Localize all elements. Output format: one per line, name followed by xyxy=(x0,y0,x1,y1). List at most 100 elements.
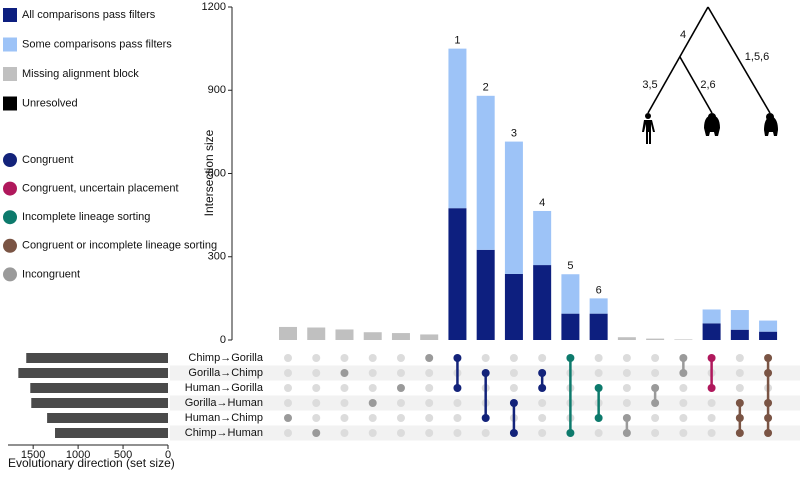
bar xyxy=(561,274,580,314)
empty-dot xyxy=(651,369,660,377)
member-dot xyxy=(538,384,547,392)
x-tick-label: 1500 xyxy=(21,449,45,461)
legend-label: Incomplete lineage sorting xyxy=(22,211,150,223)
member-dot xyxy=(622,414,631,422)
set-size-bar xyxy=(18,368,168,378)
member-dot xyxy=(707,384,716,392)
empty-dot xyxy=(453,429,462,437)
legend-dot xyxy=(3,238,17,253)
empty-dot xyxy=(481,429,490,437)
empty-dot xyxy=(622,354,631,362)
empty-dot xyxy=(538,399,547,407)
y-tick-label: 600 xyxy=(208,167,226,179)
y-axis-label: Intersection size xyxy=(202,129,216,216)
legend-label: Missing alignment block xyxy=(22,68,139,80)
bar xyxy=(646,338,665,340)
set-label: Human→Chimp xyxy=(185,412,263,424)
bar xyxy=(617,337,636,340)
bar-label: 4 xyxy=(539,197,545,209)
tree-label: 2,6 xyxy=(700,79,715,91)
empty-dot xyxy=(735,384,744,392)
x-tick-label: 0 xyxy=(165,449,171,461)
empty-dot xyxy=(396,399,405,407)
member-dot xyxy=(509,429,518,437)
empty-dot xyxy=(396,369,405,377)
empty-dot xyxy=(425,429,434,437)
bar xyxy=(420,334,439,340)
bar xyxy=(307,327,326,340)
empty-dot xyxy=(538,354,547,362)
gorilla-icon xyxy=(708,113,716,121)
y-tick-label: 300 xyxy=(208,251,226,263)
member-dot xyxy=(735,399,744,407)
empty-dot xyxy=(622,399,631,407)
chimp-icon xyxy=(764,116,778,136)
empty-dot xyxy=(453,399,462,407)
phylogeny xyxy=(647,6,771,114)
member-dot xyxy=(340,369,349,377)
bar xyxy=(504,141,523,274)
legend-swatch xyxy=(3,37,17,52)
empty-dot xyxy=(707,414,716,422)
empty-dot xyxy=(622,369,631,377)
member-dot xyxy=(509,399,518,407)
empty-dot xyxy=(594,369,603,377)
empty-dot xyxy=(538,414,547,422)
tree-label: 1,5,6 xyxy=(745,51,769,63)
bar xyxy=(448,208,467,340)
empty-dot xyxy=(284,429,292,437)
empty-dot xyxy=(425,399,434,407)
empty-dot xyxy=(312,399,321,407)
empty-dot xyxy=(679,384,688,392)
set-label: Gorilla→Chimp xyxy=(188,367,263,379)
empty-dot xyxy=(425,384,434,392)
set-label: Chimp→Human xyxy=(185,427,263,439)
member-dot xyxy=(594,384,603,392)
member-dot xyxy=(764,369,773,377)
member-dot xyxy=(396,384,405,392)
empty-dot xyxy=(425,369,434,377)
empty-dot xyxy=(707,429,716,437)
bar xyxy=(674,339,693,340)
member-dot xyxy=(453,384,462,392)
member-dot xyxy=(425,354,434,362)
gorilla-icon xyxy=(704,115,720,136)
y-tick-label: 900 xyxy=(208,84,226,96)
member-dot xyxy=(481,369,490,377)
member-dot xyxy=(651,399,660,407)
bar xyxy=(589,313,608,340)
y-tick-label: 1200 xyxy=(202,1,226,13)
empty-dot xyxy=(651,354,660,362)
legend-dot xyxy=(3,267,17,282)
legend-swatch xyxy=(3,96,17,111)
empty-dot xyxy=(396,354,405,362)
bar-label: 2 xyxy=(483,82,489,94)
member-dot xyxy=(566,429,575,437)
empty-dot xyxy=(368,354,377,362)
chimp-icon xyxy=(766,113,774,121)
empty-dot xyxy=(340,399,349,407)
member-dot xyxy=(368,399,377,407)
bar xyxy=(759,331,778,340)
empty-dot xyxy=(396,414,405,422)
bar xyxy=(363,332,382,340)
member-dot xyxy=(679,354,688,362)
set-label: Gorilla→Human xyxy=(185,397,263,409)
empty-dot xyxy=(368,384,377,392)
empty-dot xyxy=(509,354,518,362)
member-dot xyxy=(707,354,716,362)
empty-dot xyxy=(340,414,349,422)
empty-dot xyxy=(368,369,377,377)
legend-dot xyxy=(3,210,17,225)
legend-label: Unresolved xyxy=(22,97,78,109)
member-dot xyxy=(651,384,660,392)
empty-dot xyxy=(340,354,349,362)
bar xyxy=(476,249,495,340)
empty-dot xyxy=(312,369,321,377)
tree-label: 3,5 xyxy=(642,79,657,91)
member-dot xyxy=(622,429,631,437)
legend-swatch xyxy=(3,8,17,22)
empty-dot xyxy=(509,369,518,377)
legend-dot xyxy=(3,153,17,167)
member-dot xyxy=(679,369,688,377)
